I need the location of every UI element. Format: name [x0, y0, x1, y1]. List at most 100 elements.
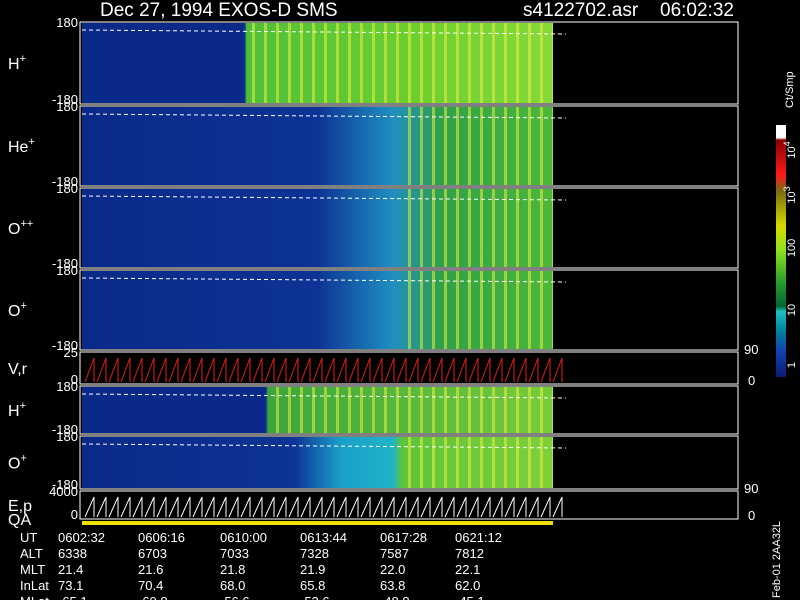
cell: -48.8 — [380, 594, 410, 600]
cell: 0617:28 — [380, 530, 427, 545]
dashed-trace — [81, 29, 567, 35]
panel-label: He+ — [8, 136, 35, 156]
panel-label-2: QA — [8, 512, 31, 529]
footer: Feb-01 2AA32L — [771, 521, 783, 598]
panel-label: O++ — [8, 218, 33, 238]
cell: 21.9 — [300, 562, 325, 577]
cell: 7033 — [220, 546, 249, 561]
panel-frame — [79, 187, 739, 269]
panel-frame — [79, 435, 739, 490]
colorbar-base: 10 — [786, 146, 798, 158]
cell: 68.0 — [220, 578, 245, 593]
right-tick-label: 90 — [744, 481, 758, 496]
tick-label: 180 — [56, 263, 78, 278]
row-label: ALT — [20, 546, 43, 561]
tick-label: 0 — [71, 372, 78, 387]
cell: 0602:32 — [58, 530, 105, 545]
spectrogram-stripes — [400, 437, 553, 488]
panel-label-text: O — [8, 221, 20, 238]
panel-label: V,r — [8, 361, 28, 378]
panel-frame — [79, 21, 739, 105]
panel-label: O+ — [8, 300, 27, 320]
row-label: MLat — [20, 594, 49, 600]
panel-label-text: E,p — [8, 498, 32, 515]
panel-label-sup: + — [20, 453, 26, 465]
tick-label: -180 — [52, 477, 78, 492]
cell: 0606:16 — [138, 530, 185, 545]
tick-label: -180 — [52, 256, 78, 271]
time: 06:02:32 — [660, 0, 734, 21]
panel-label-text: O — [8, 456, 20, 473]
panel-frame — [79, 105, 739, 187]
cell: 7328 — [300, 546, 329, 561]
tick-label: 4000 — [49, 484, 78, 499]
row-label: UT — [20, 530, 37, 545]
row-label: MLT — [20, 562, 45, 577]
colorbar-label: 104 — [782, 141, 798, 158]
cell: 7812 — [455, 546, 484, 561]
tick-label: -180 — [52, 338, 78, 353]
panel-label: E,p — [8, 498, 32, 515]
colorbar — [776, 125, 786, 377]
panel-label-text: He — [8, 139, 29, 156]
right-tick-label: 0 — [748, 373, 755, 388]
panel-frame — [79, 351, 739, 385]
row-label: InLat — [20, 578, 49, 593]
tick-label: -180 — [52, 422, 78, 437]
colorbar-label: 103 — [782, 186, 798, 203]
dashed-trace — [81, 113, 567, 119]
panel-label: H+ — [8, 53, 26, 73]
dashed-trace — [81, 443, 567, 449]
colorbar-base: 1 — [786, 362, 798, 368]
panel-label-text: O — [8, 303, 20, 320]
tick-label: 180 — [56, 99, 78, 114]
dashed-trace — [81, 393, 567, 399]
qa-bar — [82, 521, 553, 525]
panel-label-sup: + — [28, 136, 34, 148]
panel-label-text: H — [8, 56, 20, 73]
panel-label: O+ — [8, 453, 27, 473]
tick-label: 0 — [71, 507, 78, 522]
cell: -52.6 — [300, 594, 330, 600]
dashed-trace — [81, 195, 567, 201]
cell: 65.8 — [300, 578, 325, 593]
colorbar-label: 1 — [786, 362, 798, 368]
cell: -60.8 — [138, 594, 168, 600]
panel-frame — [79, 385, 739, 435]
cell: -56.6 — [220, 594, 250, 600]
cell: -45.1 — [455, 594, 485, 600]
panel-frame — [79, 269, 739, 351]
panel-label-text: V,r — [8, 361, 28, 378]
spectrogram-stripes — [400, 107, 553, 185]
colorbar-label: 10 — [786, 304, 798, 316]
panel-frame — [79, 490, 739, 520]
cell: 21.8 — [220, 562, 245, 577]
cell: 7587 — [380, 546, 409, 561]
cell: 0610:00 — [220, 530, 267, 545]
tick-label: 180 — [56, 429, 78, 444]
panel-label-sup: + — [20, 53, 26, 65]
panel-label-sup: + — [20, 300, 26, 312]
colorbar-base: 10 — [786, 191, 798, 203]
cell: 6703 — [138, 546, 167, 561]
colorbar-label: 100 — [786, 239, 798, 257]
sawtooth — [84, 357, 563, 383]
tick-label: 180 — [56, 379, 78, 394]
colorbar-unit: Ct/Smp — [784, 71, 796, 108]
spectrogram-stripes — [245, 23, 553, 103]
panel-label-sup: + — [20, 400, 26, 412]
spectrogram-stripes — [400, 271, 553, 349]
cell: 0621:12 — [455, 530, 502, 545]
cell: 22.0 — [380, 562, 405, 577]
title: Dec 27, 1994 EXOS-D SMS — [100, 0, 338, 21]
spectrogram-stripes — [268, 387, 553, 433]
tick-label: 180 — [56, 15, 78, 30]
colorbar-exp: 4 — [782, 141, 792, 146]
cell: 73.1 — [58, 578, 83, 593]
sawtooth — [84, 496, 563, 518]
colorbar-base: 10 — [786, 304, 798, 316]
panel-label-text: H — [8, 403, 20, 420]
cell: 6338 — [58, 546, 87, 561]
cell: 21.6 — [138, 562, 163, 577]
right-tick-label: 90 — [744, 342, 758, 357]
